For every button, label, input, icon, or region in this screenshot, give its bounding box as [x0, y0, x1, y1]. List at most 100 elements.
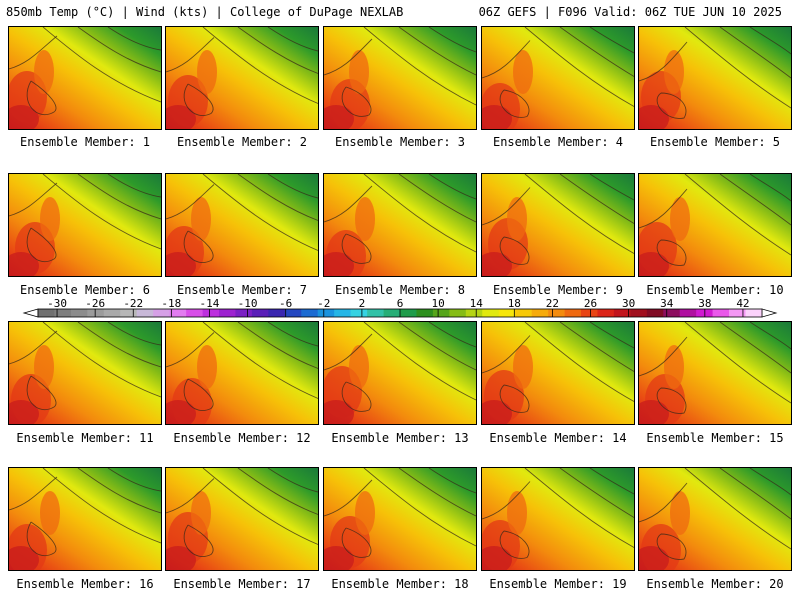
ensemble-map-2	[165, 26, 319, 130]
temperature-field-18	[324, 468, 476, 570]
ensemble-member-label: Ensemble Member: 1	[19, 135, 151, 149]
colorbar-swatch	[646, 309, 664, 317]
temperature-field-11	[9, 322, 161, 424]
colorbar-swatch	[663, 309, 681, 317]
colorbar-swatch	[136, 309, 154, 317]
ensemble-member-label: Ensemble Member: 3	[334, 135, 466, 149]
ensemble-member-label: Ensemble Member: 8	[334, 283, 466, 297]
ensemble-map-20	[638, 467, 792, 571]
colorbar-swatch	[251, 309, 269, 317]
colorbar-swatch	[531, 309, 549, 317]
colorbar-swatch	[613, 309, 631, 317]
colorbar-swatch	[54, 309, 72, 317]
temperature-field-17	[166, 468, 318, 570]
colorbar-swatch	[745, 309, 763, 317]
colorbar-swatch	[334, 309, 351, 317]
ensemble-map-1	[8, 26, 162, 130]
temperature-field-15	[639, 322, 791, 424]
ensemble-member-label: Ensemble Member: 2	[176, 135, 308, 149]
colorbar-swatch	[70, 309, 88, 317]
temperature-field-2	[166, 27, 318, 129]
colorbar-swatch	[482, 309, 500, 317]
colorbar-tick-label: -26	[85, 297, 105, 310]
ensemble-map-6	[8, 173, 162, 277]
colorbar-swatch	[268, 309, 286, 317]
colorbar-swatch	[383, 309, 401, 317]
colorbar-swatch	[548, 309, 565, 317]
header-run-info: 06Z GEFS | F096 Valid: 06Z TUE JUN 10 20…	[478, 5, 782, 19]
ensemble-member-label: Ensemble Member: 18	[331, 577, 469, 591]
temperature-field-19	[482, 468, 634, 570]
colorbar-swatch	[679, 309, 697, 317]
temperature-field-12	[166, 322, 318, 424]
colorbar-swatch	[38, 309, 55, 317]
ensemble-member-label: Ensemble Member: 12	[173, 431, 311, 445]
ensemble-map-7	[165, 173, 319, 277]
temperature-field-7	[166, 174, 318, 276]
colorbar-tick-label: -6	[279, 297, 292, 310]
temperature-field-6	[9, 174, 161, 276]
colorbar-swatch	[712, 309, 730, 317]
colorbar-swatch	[350, 309, 368, 317]
colorbar-tick-label: 26	[584, 297, 597, 310]
ensemble-map-3	[323, 26, 477, 130]
ensemble-map-9	[481, 173, 635, 277]
ensemble-member-label: Ensemble Member: 4	[492, 135, 624, 149]
colorbar-swatch	[317, 309, 335, 317]
ensemble-member-label: Ensemble Member: 16	[16, 577, 154, 591]
colorbar-swatch	[202, 309, 220, 317]
temperature-field-1	[9, 27, 161, 129]
temperature-colorbar: -30 -26 -22 -18 -14 -10 -6 -2 2 6 10 14 18 22 26 30 34 38…	[22, 297, 778, 318]
colorbar-swatch	[367, 309, 384, 317]
ensemble-member-label: Ensemble Member: 13	[331, 431, 469, 445]
colorbar-swatch	[630, 309, 648, 317]
temperature-field-13	[324, 322, 476, 424]
ensemble-member-label: Ensemble Member: 9	[492, 283, 624, 297]
ensemble-map-5	[638, 26, 792, 130]
colorbar-tick-label: 2	[359, 297, 366, 310]
colorbar-swatch	[564, 309, 582, 317]
colorbar-high-arrow	[761, 308, 778, 318]
temperature-field-14	[482, 322, 634, 424]
colorbar-tick-label: -18	[161, 297, 181, 310]
colorbar-tick-label: 34	[660, 297, 674, 310]
colorbar-swatch	[120, 309, 138, 317]
colorbar-tick-label: 38	[698, 297, 711, 310]
colorbar-tick-label: -2	[317, 297, 330, 310]
ensemble-map-18	[323, 467, 477, 571]
ensemble-map-19	[481, 467, 635, 571]
ensemble-map-12	[165, 321, 319, 425]
colorbar-tick-label: -14	[200, 297, 220, 310]
colorbar-swatch	[284, 309, 302, 317]
temperature-field-8	[324, 174, 476, 276]
colorbar-swatch	[449, 309, 467, 317]
colorbar-swatch	[103, 309, 121, 317]
ensemble-map-10	[638, 173, 792, 277]
temperature-field-20	[639, 468, 791, 570]
ensemble-member-label: Ensemble Member: 6	[19, 283, 151, 297]
colorbar-tick-label: 10	[431, 297, 444, 310]
colorbar-swatch	[400, 309, 417, 317]
colorbar-swatch	[153, 309, 170, 317]
header-title: 850mb Temp (°C) | Wind (kts) | College o…	[6, 5, 404, 19]
ensemble-map-11	[8, 321, 162, 425]
colorbar-swatch	[498, 309, 516, 317]
colorbar-swatch	[416, 309, 434, 317]
colorbar-tick-label: -10	[238, 297, 258, 310]
colorbar-tick-label: -22	[123, 297, 143, 310]
colorbar-swatch	[729, 309, 746, 317]
colorbar-tick-label: 22	[546, 297, 559, 310]
ensemble-member-label: Ensemble Member: 10	[646, 283, 784, 297]
colorbar-tick-label: -30	[47, 297, 67, 310]
ensemble-member-label: Ensemble Member: 7	[176, 283, 308, 297]
colorbar-swatch	[515, 309, 532, 317]
ensemble-member-label: Ensemble Member: 11	[16, 431, 154, 445]
ensemble-map-16	[8, 467, 162, 571]
colorbar-swatch	[597, 309, 615, 317]
temperature-field-9	[482, 174, 634, 276]
colorbar-tick-label: 18	[508, 297, 521, 310]
colorbar-swatch	[432, 309, 450, 317]
ensemble-map-8	[323, 173, 477, 277]
colorbar-tick-label: 14	[470, 297, 484, 310]
colorbar-swatch	[169, 309, 187, 317]
